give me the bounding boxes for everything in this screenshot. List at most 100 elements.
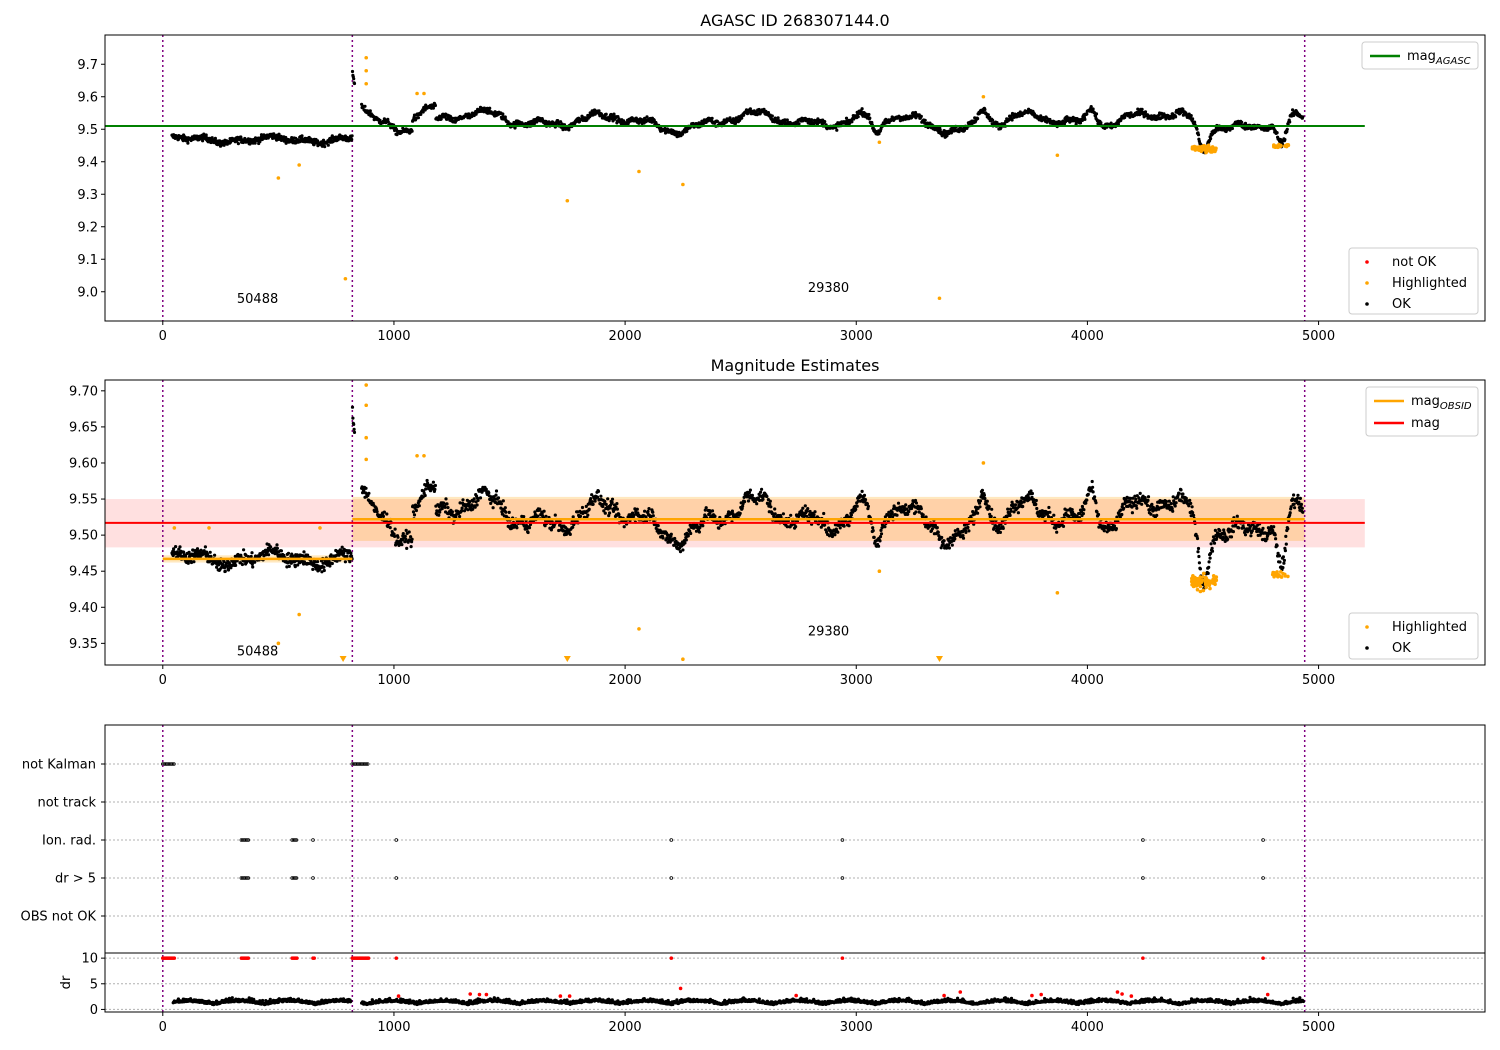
ok-point bbox=[222, 560, 226, 564]
ok-point bbox=[444, 497, 448, 501]
ok-point bbox=[445, 502, 449, 506]
ok-point bbox=[871, 529, 875, 533]
ok-point bbox=[1196, 133, 1201, 137]
ok-point bbox=[717, 526, 721, 530]
ok-point bbox=[1214, 129, 1218, 133]
ok-point bbox=[710, 116, 714, 120]
ok-point bbox=[1181, 492, 1185, 496]
ok-point bbox=[643, 509, 647, 513]
highlighted-point bbox=[937, 296, 942, 301]
ok-point bbox=[195, 547, 200, 551]
ok-point bbox=[1173, 504, 1177, 508]
ok-point bbox=[1274, 537, 1278, 541]
ok-point bbox=[1094, 501, 1098, 505]
ok-point bbox=[343, 560, 347, 564]
ok-point bbox=[610, 497, 615, 501]
ok-point bbox=[522, 515, 526, 519]
ok-point bbox=[769, 505, 773, 509]
ok-point bbox=[686, 534, 690, 538]
ok-point bbox=[1169, 502, 1173, 506]
ok-point bbox=[743, 500, 747, 504]
ok-point bbox=[617, 513, 621, 517]
ok-point bbox=[1301, 510, 1305, 514]
ok-point bbox=[1085, 112, 1089, 116]
ok-point bbox=[267, 553, 271, 557]
ok-point bbox=[1013, 112, 1017, 116]
ok-point bbox=[1109, 121, 1113, 125]
ok-point bbox=[300, 134, 304, 138]
ok-point bbox=[386, 120, 390, 124]
ok-point bbox=[213, 136, 217, 140]
ok-point bbox=[1112, 524, 1117, 528]
ok-point bbox=[422, 489, 426, 493]
ok-point bbox=[765, 494, 769, 499]
ok-point bbox=[761, 497, 765, 501]
ok-point bbox=[1001, 526, 1005, 531]
ok-point bbox=[350, 137, 354, 142]
y-tick-label: 9.1 bbox=[77, 253, 98, 268]
ok-point bbox=[296, 563, 300, 567]
ok-point bbox=[615, 507, 620, 511]
ok-point bbox=[340, 545, 344, 549]
ok-point bbox=[1189, 501, 1193, 505]
ok-point bbox=[352, 430, 357, 434]
ok-point bbox=[591, 502, 595, 506]
ok-point bbox=[646, 509, 650, 514]
ok-point bbox=[748, 107, 753, 111]
ok-point bbox=[986, 113, 990, 117]
ok-point bbox=[803, 504, 807, 508]
ok-point bbox=[293, 565, 297, 569]
ok-point bbox=[184, 554, 188, 558]
ok-point bbox=[597, 109, 601, 113]
ok-point bbox=[213, 553, 217, 557]
ok-point bbox=[326, 143, 330, 147]
ok-point bbox=[249, 554, 253, 559]
ok-point bbox=[1273, 533, 1277, 537]
ok-point bbox=[923, 118, 927, 122]
ok-point bbox=[1190, 505, 1194, 509]
highlighted-point bbox=[1197, 148, 1202, 152]
ok-point bbox=[475, 503, 479, 507]
ok-point bbox=[535, 120, 539, 124]
ok-point bbox=[367, 491, 371, 495]
ok-point bbox=[251, 565, 255, 569]
ok-point bbox=[647, 507, 651, 511]
ok-point bbox=[976, 511, 980, 515]
ok-point bbox=[487, 491, 491, 495]
ok-point bbox=[410, 129, 414, 133]
x-tick-label: 4000 bbox=[1071, 329, 1104, 344]
ok-point bbox=[949, 131, 954, 135]
ok-point bbox=[1091, 485, 1095, 489]
ok-point bbox=[1295, 496, 1300, 500]
ok-point bbox=[589, 497, 593, 501]
ok-point bbox=[764, 109, 768, 113]
ok-point bbox=[1078, 121, 1083, 125]
axes-frame bbox=[104, 34, 1486, 322]
ok-point bbox=[604, 502, 608, 506]
highlighted-point bbox=[1208, 586, 1212, 591]
ok-point bbox=[785, 118, 789, 122]
ok-point bbox=[860, 107, 864, 111]
ok-point bbox=[587, 507, 591, 511]
ok-point bbox=[1228, 128, 1232, 132]
ok-point bbox=[239, 553, 243, 557]
ok-point bbox=[1192, 513, 1196, 518]
ok-point bbox=[1008, 513, 1012, 518]
ok-point bbox=[586, 513, 590, 517]
ok-point bbox=[1080, 118, 1084, 122]
ok-point bbox=[1055, 530, 1059, 534]
ok-point bbox=[982, 493, 987, 497]
ok-point bbox=[1195, 536, 1200, 541]
ok-point bbox=[538, 507, 542, 511]
ok-point bbox=[1013, 503, 1018, 507]
ok-point bbox=[393, 527, 397, 531]
ok-point bbox=[1129, 111, 1133, 115]
ok-point bbox=[236, 142, 240, 146]
ok-point bbox=[253, 560, 257, 564]
ok-point bbox=[1223, 532, 1227, 536]
ok-point bbox=[187, 550, 191, 555]
ok-point bbox=[403, 540, 407, 544]
highlighted-point bbox=[297, 163, 301, 167]
ok-point bbox=[1292, 493, 1296, 497]
ok-point bbox=[1120, 512, 1124, 517]
